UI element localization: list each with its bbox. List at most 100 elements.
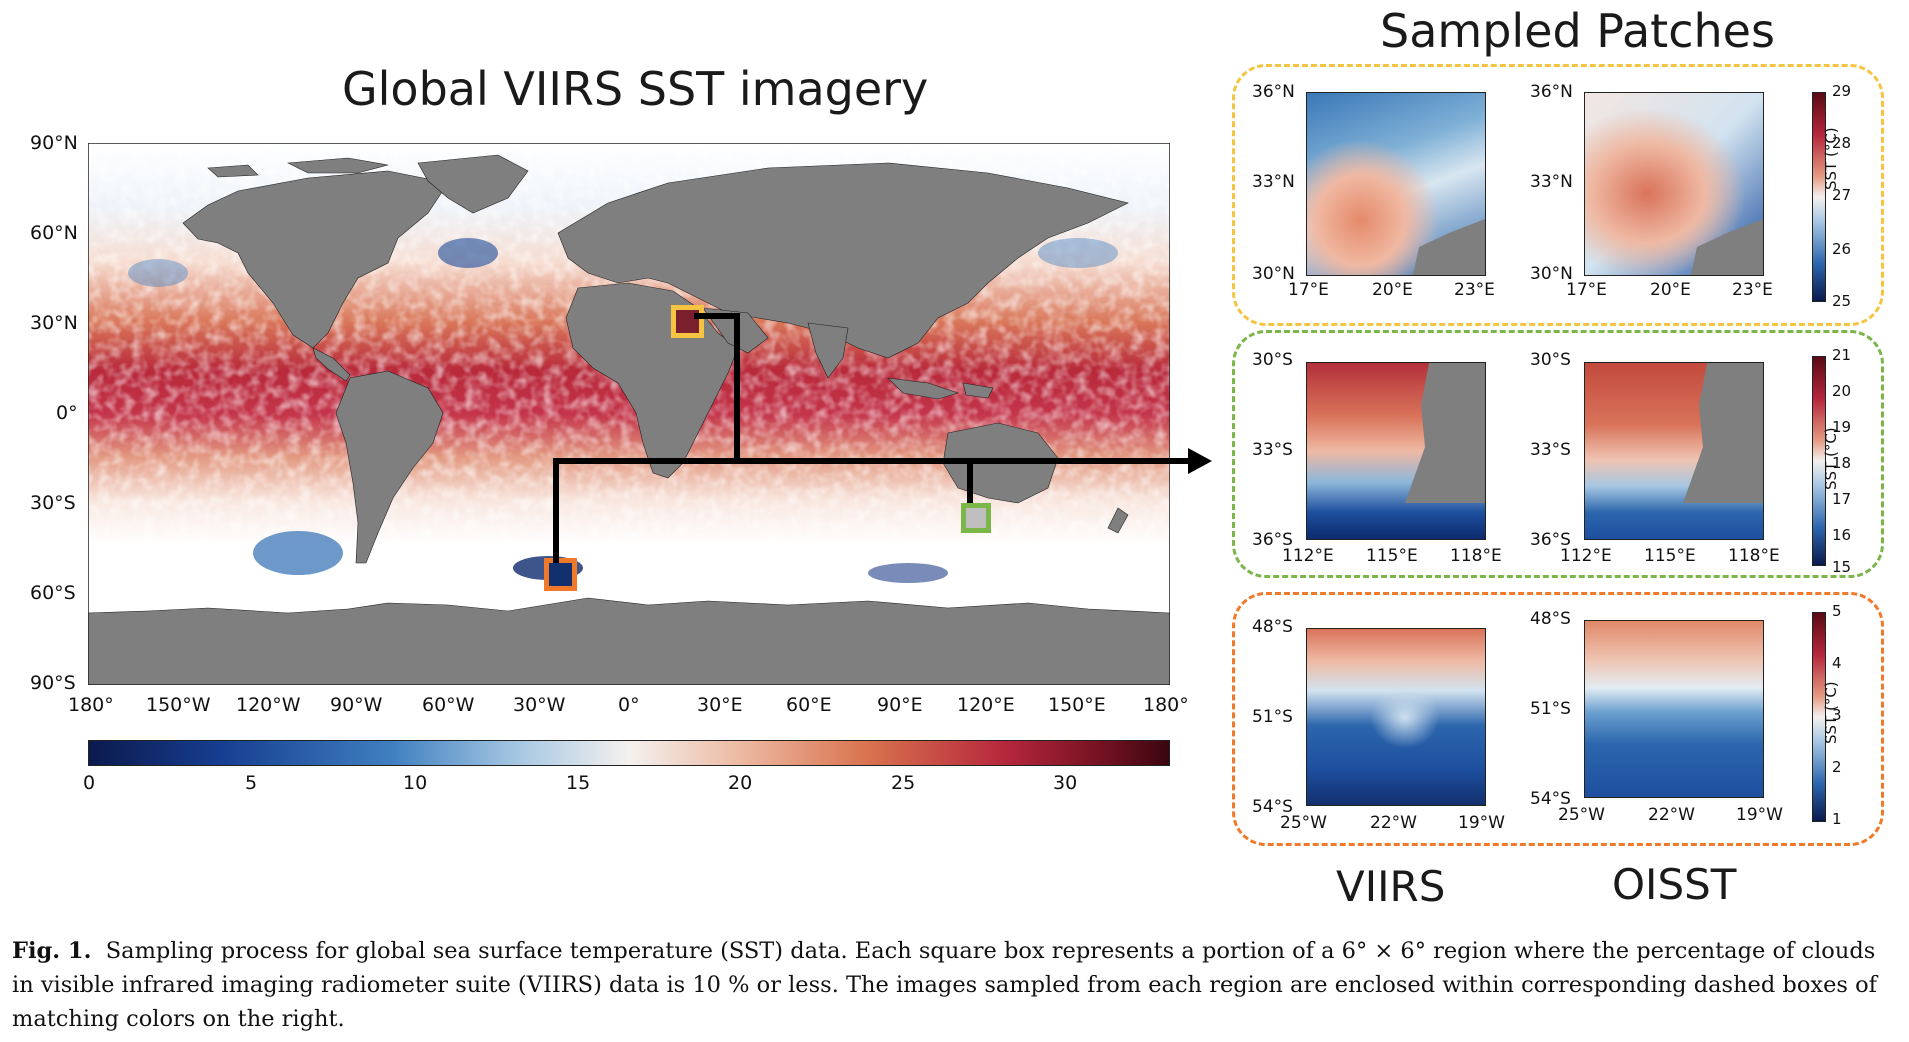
lat-tick: 30°N [1252, 264, 1295, 284]
patch-group-orange [1232, 592, 1884, 846]
lon-tick: 115°E [1644, 546, 1696, 566]
lon-tick: 23°E [1454, 280, 1495, 300]
lat-tick: 0° [56, 402, 78, 424]
greenland [417, 154, 529, 214]
lat-tick: 30°S [30, 492, 76, 514]
lon-tick: 0° [618, 694, 640, 716]
new-zealand [1107, 507, 1129, 534]
lon-tick: 20°E [1650, 280, 1691, 300]
cbar-tick: 20 [1832, 382, 1852, 400]
colorbar-tick: 20 [728, 772, 753, 794]
lat-tick: 36°S [1252, 530, 1293, 550]
lon-tick: 17°E [1288, 280, 1329, 300]
lon-tick: 60°W [422, 694, 475, 716]
cbar-tick: 1 [1832, 810, 1842, 828]
cbar-tick: 4 [1832, 654, 1842, 672]
oisst-patch-orange [1584, 620, 1764, 798]
lon-tick: 120°E [957, 694, 1015, 716]
lon-tick: 60°E [786, 694, 832, 716]
caption-label: Fig. 1. [12, 938, 92, 964]
lon-tick: 17°E [1566, 280, 1607, 300]
eurasia [557, 162, 1129, 359]
lon-tick: 20°E [1372, 280, 1413, 300]
lon-tick: 120°W [236, 694, 301, 716]
central-america [312, 347, 351, 382]
lat-tick: 60°S [30, 582, 76, 604]
lat-tick: 48°S [1530, 609, 1571, 629]
lon-tick: 23°E [1732, 280, 1773, 300]
cold-patch [438, 238, 498, 268]
lat-tick: 54°S [1252, 797, 1293, 817]
cbar-tick: 19 [1832, 418, 1852, 436]
global-sst-map [88, 143, 1170, 685]
lon-tick: 19°W [1458, 813, 1505, 833]
cbar-tick: 16 [1832, 526, 1852, 544]
cbar-label: SST (°C) [1822, 127, 1840, 190]
cbar-tick: 15 [1832, 558, 1852, 576]
sample-box-yellow [671, 305, 704, 338]
lon-tick: 30°E [697, 694, 743, 716]
lat-tick: 30°N [30, 312, 78, 334]
caption-text: Sampling process for global sea surface … [12, 938, 1877, 1032]
oisst-patch-green [1584, 362, 1764, 540]
lon-tick: 115°E [1366, 546, 1418, 566]
colorbar-tick: 30 [1053, 772, 1078, 794]
lat-tick: 48°S [1252, 617, 1293, 637]
cold-patch [1038, 238, 1118, 268]
lon-tick: 19°W [1736, 805, 1783, 825]
figure-caption: Fig. 1. Sampling process for global sea … [12, 934, 1897, 1036]
lon-tick: 150°E [1048, 694, 1106, 716]
colorbar-tick: 25 [891, 772, 916, 794]
cbar-tick: 18 [1832, 454, 1852, 472]
cbar-green [1812, 356, 1826, 566]
cbar-tick: 3 [1832, 706, 1842, 724]
method-label-oisst: OISST [1612, 860, 1737, 909]
cbar-label: SST (°C) [1822, 427, 1840, 490]
colorbar-tick: 15 [566, 772, 591, 794]
lon-tick: 112°E [1282, 546, 1334, 566]
lon-tick: 180° [68, 694, 114, 716]
lat-tick: 90°N [30, 132, 78, 154]
cbar-tick: 28 [1832, 134, 1852, 152]
south-america [335, 370, 444, 564]
lon-tick: 25°W [1280, 813, 1327, 833]
lat-tick: 33°N [1252, 172, 1295, 192]
lon-tick: 180° [1143, 694, 1189, 716]
lon-tick: 118°E [1450, 546, 1502, 566]
lon-tick: 22°W [1370, 813, 1417, 833]
lat-tick: 90°S [30, 672, 76, 694]
lon-tick: 22°W [1648, 805, 1695, 825]
cbar-tick: 17 [1832, 490, 1852, 508]
colorbar-tick: 10 [403, 772, 428, 794]
cbar-tick: 27 [1832, 186, 1852, 204]
patch-group-green [1232, 330, 1884, 578]
cbar-yellow [1812, 92, 1826, 302]
map-colorbar [88, 740, 1170, 766]
patch-group-yellow [1232, 64, 1884, 326]
cbar-tick: 2 [1832, 758, 1842, 776]
cbar-tick: 26 [1832, 240, 1852, 258]
cbar-label: SST (°C) [1822, 681, 1840, 744]
antarctica [88, 597, 1170, 685]
lon-tick: 90°W [330, 694, 383, 716]
lon-tick: 112°E [1560, 546, 1612, 566]
colorbar-tick: 5 [245, 772, 258, 794]
map-title: Global VIIRS SST imagery [342, 62, 929, 116]
sample-box-green [961, 503, 991, 533]
lat-tick: 51°S [1530, 699, 1571, 719]
cbar-tick: 21 [1832, 346, 1852, 364]
lat-tick: 30°S [1252, 350, 1293, 370]
cbar-tick: 5 [1832, 602, 1842, 620]
cold-patch [128, 259, 188, 287]
lat-tick: 30°S [1530, 350, 1571, 370]
lat-tick: 33°N [1530, 172, 1573, 192]
india [807, 322, 849, 379]
lon-tick: 30°W [513, 694, 566, 716]
cold-patch [868, 563, 948, 583]
method-label-viirs: VIIRS [1336, 862, 1446, 911]
colorbar-tick: 0 [83, 772, 96, 794]
lat-tick: 60°N [30, 222, 78, 244]
lat-tick: 33°S [1252, 440, 1293, 460]
sample-box-orange [544, 558, 577, 591]
